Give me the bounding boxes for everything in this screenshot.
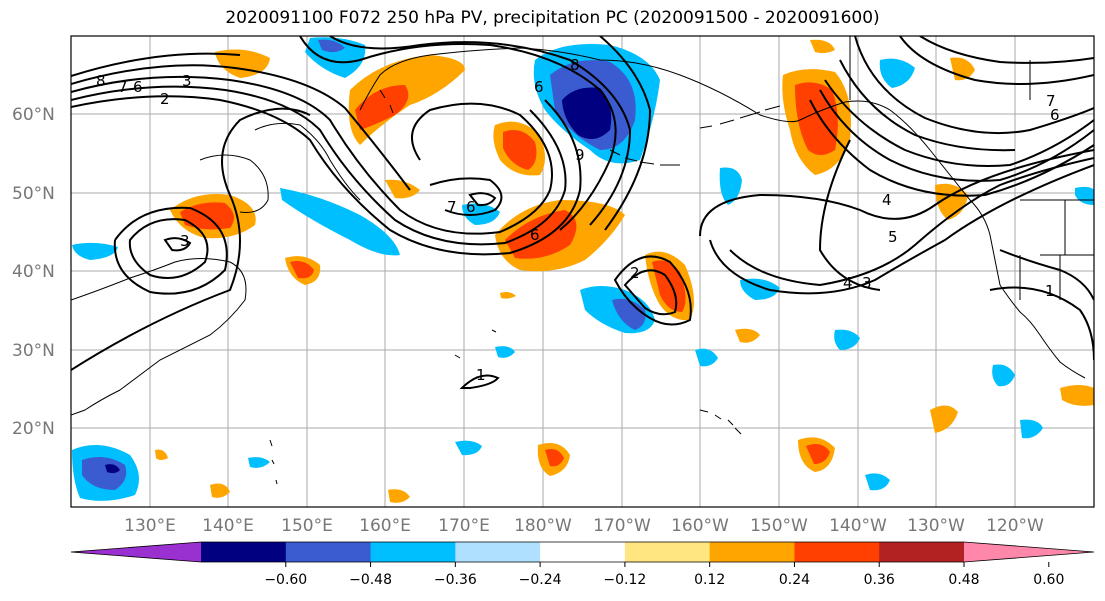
colorbar-tick-label: 0.60 bbox=[1033, 572, 1064, 588]
colorbar-tick-label: 0.12 bbox=[694, 572, 725, 588]
contour-label: 8 bbox=[96, 72, 106, 90]
pv-contours bbox=[71, 36, 1094, 389]
longitude-labels: 130°E 140°E 150°E 160°E 170°E 180°W 170°… bbox=[124, 516, 1044, 536]
colorbar-segment bbox=[201, 542, 287, 562]
contour-label: 1 bbox=[1045, 282, 1055, 300]
contour-label: 3 bbox=[180, 232, 190, 250]
contour-label: 3 bbox=[862, 274, 872, 292]
colorbar-segment bbox=[455, 542, 541, 562]
contour-label: 6 bbox=[530, 226, 540, 244]
contour-label: 4 bbox=[843, 274, 853, 292]
colorbar-segment bbox=[709, 542, 795, 562]
lat-label: 60°N bbox=[12, 105, 55, 125]
colorbar-segment bbox=[794, 542, 880, 562]
colorbar bbox=[70, 541, 1095, 563]
lon-label: 120°W bbox=[986, 516, 1044, 536]
colorbar-segment bbox=[624, 542, 711, 562]
contour-label: 4 bbox=[882, 191, 892, 209]
lon-label: 130°E bbox=[124, 516, 176, 536]
colorbar-extend-max bbox=[964, 542, 1094, 562]
contour-label: 7 bbox=[1046, 92, 1056, 110]
contour-label: 6 bbox=[133, 78, 143, 96]
contour-label: 6 bbox=[1050, 106, 1060, 124]
colorbar-extend-min bbox=[71, 542, 201, 562]
lon-label: 150°W bbox=[750, 516, 808, 536]
contour-label: 2 bbox=[160, 90, 170, 108]
colorbar-ticks: −0.60 −0.48 −0.36 −0.24 −0.12 0.12 0.24 0.36 0.4… bbox=[264, 562, 1064, 588]
contour-label: 6 bbox=[466, 198, 476, 216]
lon-label: 130°W bbox=[907, 516, 965, 536]
colorbar-segment bbox=[879, 542, 965, 562]
lat-label: 40°N bbox=[12, 262, 55, 282]
coastlines bbox=[71, 36, 1094, 416]
lon-label: 160°W bbox=[671, 516, 729, 536]
lon-label: 140°E bbox=[202, 516, 254, 536]
colorbar-tick-label: 0.48 bbox=[948, 572, 979, 588]
contour-label: 8 bbox=[570, 56, 580, 74]
colorbar-tick-label: −0.36 bbox=[434, 572, 477, 588]
colorbar-tick-label: −0.48 bbox=[349, 572, 392, 588]
lat-label: 30°N bbox=[12, 341, 55, 361]
islands bbox=[269, 89, 781, 485]
precip-negative-shading bbox=[72, 37, 1094, 501]
latitude-labels: 20°N 30°N 40°N 50°N 60°N bbox=[12, 105, 55, 439]
lon-label: 170°E bbox=[438, 516, 490, 536]
contour-label: 6 bbox=[534, 78, 544, 96]
lon-label: 140°W bbox=[829, 516, 887, 536]
lon-label: 160°E bbox=[359, 516, 411, 536]
colorbar-segment bbox=[370, 542, 456, 562]
colorbar-tick-label: 0.36 bbox=[864, 572, 895, 588]
contour-label: 9 bbox=[575, 146, 585, 164]
lat-label: 20°N bbox=[12, 419, 55, 439]
contour-label: 1 bbox=[476, 366, 486, 384]
lon-label: 180°W bbox=[514, 516, 572, 536]
lon-label: 170°W bbox=[593, 516, 651, 536]
contour-label: 2 bbox=[630, 264, 640, 282]
lon-label: 150°E bbox=[281, 516, 333, 536]
colorbar-tick-label: −0.12 bbox=[603, 572, 646, 588]
contour-label: 7 bbox=[447, 198, 457, 216]
map-title: 2020091100 F072 250 hPa PV, precipitatio… bbox=[225, 8, 880, 28]
colorbar-tick-label: −0.24 bbox=[519, 572, 562, 588]
colorbar-segment bbox=[285, 542, 372, 562]
colorbar-tick-label: 0.24 bbox=[779, 572, 810, 588]
colorbar-segment bbox=[540, 542, 626, 562]
colorbar-tick-label: −0.60 bbox=[264, 572, 307, 588]
contour-label: 7 bbox=[118, 78, 128, 96]
contour-label: 5 bbox=[888, 228, 898, 246]
map-frame bbox=[70, 35, 1095, 508]
lat-label: 50°N bbox=[12, 184, 55, 204]
colorbar-outline bbox=[70, 541, 1095, 563]
contour-label: 3 bbox=[182, 72, 192, 90]
contour-labels: 8 7 6 3 2 3 7 6 6 2 1 6 8 9 4 5 4 3 6 7 … bbox=[96, 56, 1060, 384]
